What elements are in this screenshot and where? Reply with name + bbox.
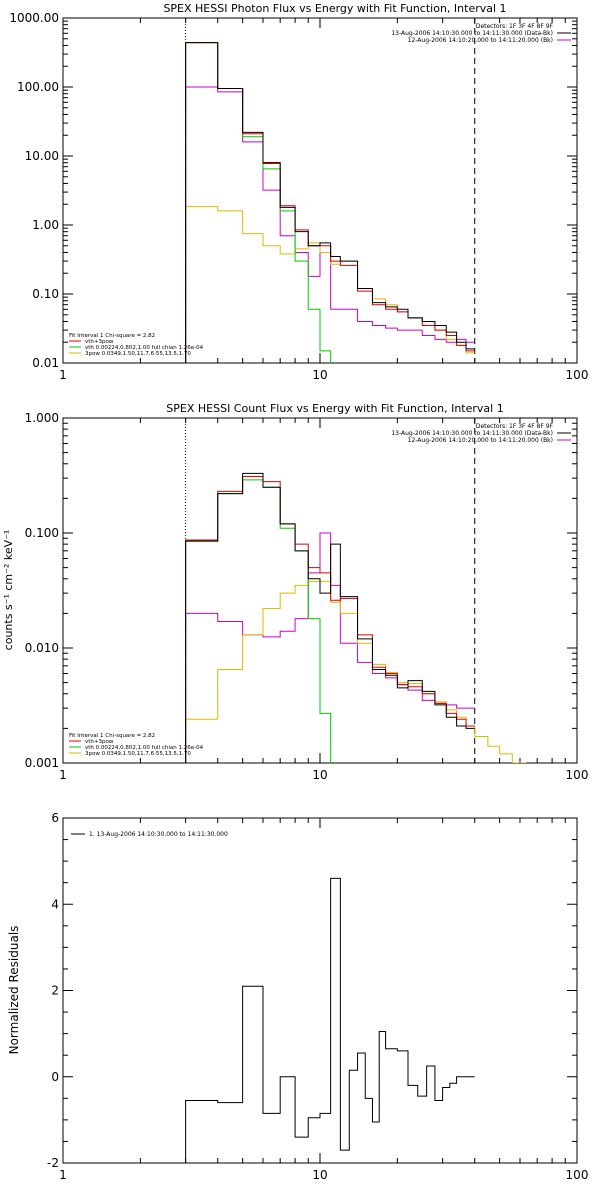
panel-1-legend-bl-text: vth 0.00224,0.802,1.00 full chian 1.26e-… — [85, 345, 204, 351]
panel-2-x-tick-label: 1 — [59, 768, 67, 782]
panel-1-x-tick-label: 1 — [59, 368, 67, 382]
panel-2-legend-tr-text: 13-Aug-2006 14:10:30.000 to 14:11:30.000… — [391, 430, 553, 437]
panel-2-legend-tr-text: 12-Aug-2006 14:10:20.000 to 14:11:20.000… — [408, 437, 553, 444]
panel-2-y-tick-label: 0.100 — [25, 526, 59, 540]
panel-3-frame — [62, 817, 578, 1164]
panel-1-x-tick-label: 100 — [566, 368, 589, 382]
panel-2-y-tick-label: 0.010 — [25, 641, 59, 655]
panel-3-legend-tl-text: 1. 13-Aug-2006 14:10:30.000 to 14:11:30.… — [89, 831, 228, 838]
panel-1-title: SPEX HESSI Photon Flux vs Energy with Fi… — [163, 2, 506, 15]
panel-1-y-tick-label: 10.00 — [25, 149, 59, 163]
panel-2-legend-bl-text: 3pow 0.0349,1.50,11.7,6.55,13.5,1.70 — [85, 751, 191, 757]
panel-1-series-vth-3pow — [185, 42, 475, 363]
panel-3-y-tick-label: -2 — [47, 1156, 59, 1170]
panel-2-legend-bl-text: Fit Interval 1 Chi-square = 2.82 — [69, 733, 155, 739]
panel-3-series-1-13-aug-2006-14-10-30-000-to-14-11-30-000 — [185, 877, 475, 1163]
panel-1-x-tick-label: 10 — [312, 368, 327, 382]
panel-2-legend-tr-text: Detectors: 1F 3F 4F 8F 9F — [476, 423, 554, 430]
panel-3-y-tick-label: 0 — [51, 1070, 59, 1084]
panel-3-y-tick-label: 4 — [51, 897, 59, 911]
panel-3-ylabel: Normalized Residuals — [7, 926, 21, 1055]
panel-3-x-tick-label: 10 — [312, 1168, 327, 1182]
panel-2-series-data-bk — [185, 472, 475, 763]
panel-2-ylabel: counts s⁻¹ cm⁻² keV⁻¹ — [2, 530, 15, 651]
panel-2-series-3pow — [185, 580, 526, 763]
panel-1-legend-tr-text: 12-Aug-2006 14:10:20.000 to 14:11:20.000… — [408, 37, 553, 44]
panel-2-title: SPEX HESSI Count Flux vs Energy with Fit… — [166, 402, 503, 415]
panel-1-legend-bl-text: Fit Interval 1 Chi-square = 2.82 — [69, 333, 155, 339]
panel-1-legend-tr-text: Detectors: 1F 3F 4F 8F 9F — [476, 23, 554, 30]
panel-1-legend-bl-text: 3pow 0.0349,1.50,11.7,6.55,13.5,1.70 — [85, 351, 191, 357]
panel-1-y-tick-label: 100.00 — [17, 80, 59, 94]
panel-1-y-tick-label: 0.01 — [32, 356, 59, 370]
panel-1-y-tick-label: 1000.00 — [9, 11, 59, 25]
panel-3-x-tick-label: 100 — [566, 1168, 589, 1182]
panel-1-legend-bl-text: vth+3pow — [85, 339, 114, 345]
panel-3-y-tick-label: 2 — [51, 984, 59, 998]
panel-2-x-tick-label: 10 — [312, 768, 327, 782]
panel-1-legend-tr-text: 13-Aug-2006 14:10:30.000 to 14:11:30.000… — [391, 30, 553, 37]
panel-2-legend-bl-text: vth 0.00224,0.802,1.00 full chian 1.26e-… — [85, 745, 204, 751]
panel-2-x-tick-label: 100 — [566, 768, 589, 782]
panel-3-x-tick-label: 1 — [59, 1168, 67, 1182]
panel-1-series-data-bk — [185, 42, 475, 363]
panel-1-y-tick-label: 1.00 — [32, 218, 59, 232]
panel-2-y-tick-label: 0.001 — [25, 756, 59, 770]
panel-3-y-tick-label: 6 — [51, 811, 59, 825]
panel-2-legend-bl-text: vth+3pow — [85, 739, 114, 745]
panel-1-y-tick-label: 0.10 — [32, 287, 59, 301]
panel-2-y-tick-label: 1.000 — [25, 411, 59, 425]
panel-1-series-vth — [185, 42, 332, 363]
